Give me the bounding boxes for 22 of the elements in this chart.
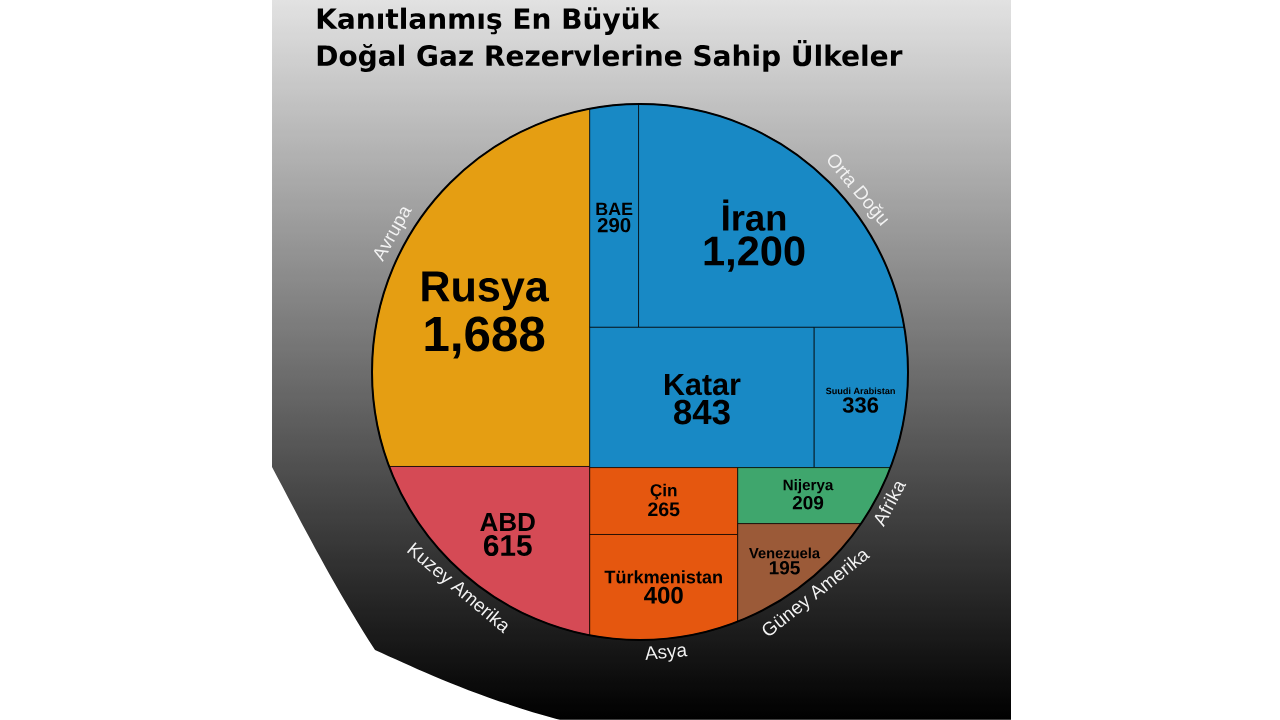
data-label: 195 — [769, 561, 800, 575]
category-label: İran — [723, 199, 786, 231]
data-label: 336 — [842, 397, 879, 413]
data-label: 209 — [792, 495, 824, 510]
category-label: Rusya — [422, 271, 550, 311]
text: Kanıtlanmış En Büyük Doğal Gaz Rezervlerine Sahip Ülkeler — [317, 7, 903, 72]
data-label: 265 — [648, 502, 680, 517]
category-label: Çin — [650, 483, 677, 500]
text: Asya — [645, 646, 688, 662]
text: Afrika — [874, 481, 907, 528]
category-label: BAE — [596, 202, 633, 216]
data-label: 1,688 — [425, 316, 545, 359]
category-label: Katar — [665, 373, 741, 396]
category-label: ABD — [480, 513, 535, 531]
category-label: Nijerya — [783, 479, 834, 494]
data-label: 400 — [644, 586, 683, 604]
data-label: 615 — [483, 534, 532, 557]
category-label: Türkmenistan — [604, 570, 722, 584]
data-label: 290 — [597, 217, 631, 233]
data-label: 1,200 — [704, 236, 805, 272]
category-label: Suudi Arabistan — [825, 387, 895, 395]
data-label: 843 — [674, 399, 730, 425]
